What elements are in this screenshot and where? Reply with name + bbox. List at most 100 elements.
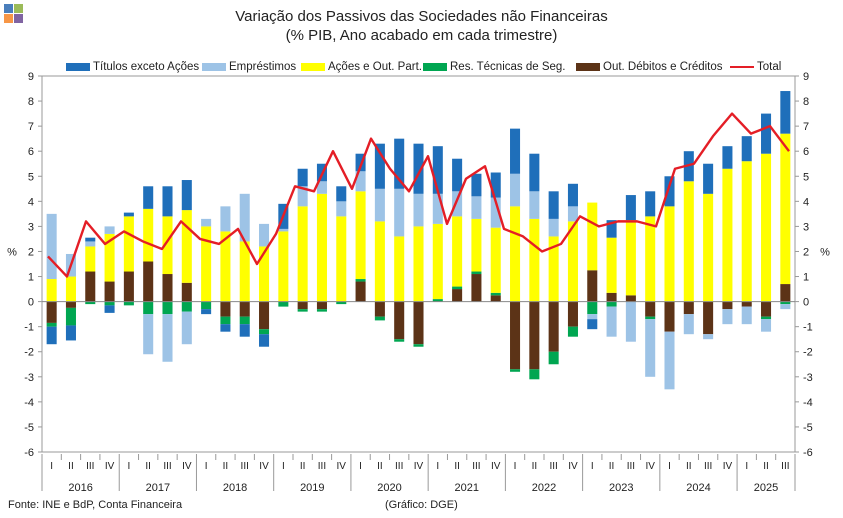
bar-titulos-20	[413, 143, 424, 194]
x-year-label-2024: 2024	[686, 482, 710, 494]
y-tick-label-right: 6	[803, 146, 809, 158]
bar-acoes-30	[606, 237, 617, 293]
bar-emprestimos-16	[336, 201, 347, 217]
x-quarter-label: IV	[337, 461, 347, 472]
plot-frame	[41, 75, 796, 453]
bar-acoes-9	[201, 226, 212, 302]
x-quarter-label: I	[50, 461, 53, 472]
bar-res-tecnicas-32	[645, 316, 656, 320]
bar-emprestimos-29	[587, 314, 598, 320]
bar-emprestimos-24	[490, 197, 501, 228]
bar-out-debitos-1	[46, 301, 57, 323]
legend-item-titulos: Títulos exceto Ações	[66, 61, 199, 73]
bar-emprestimos-25	[510, 173, 521, 207]
bar-out-debitos-15	[316, 301, 327, 310]
bar-emprestimos-8	[181, 311, 192, 345]
bar-res-tecnicas-29	[587, 301, 598, 315]
bar-res-tecnicas-2	[65, 307, 76, 326]
bar-titulos-8	[181, 180, 192, 211]
bar-acoes-24	[490, 227, 501, 293]
legend-swatch-out-debitos	[576, 63, 600, 71]
x-quarter-label: IV	[568, 461, 578, 472]
bar-res-tecnicas-22	[452, 286, 463, 290]
bar-titulos-17	[355, 153, 366, 172]
bar-emprestimos-1	[46, 213, 57, 280]
bar-emprestimos-18	[374, 188, 385, 222]
bar-acoes-33	[664, 206, 675, 302]
bar-titulos-10	[220, 324, 231, 332]
bar-res-tecnicas-7	[162, 301, 173, 315]
y-tick-label-left: -3	[24, 372, 34, 384]
x-year-label-2017: 2017	[146, 482, 170, 494]
x-quarter-label: IV	[645, 461, 655, 472]
bar-res-tecnicas-21	[432, 299, 443, 302]
x-quarter-label: IV	[414, 461, 424, 472]
bar-res-tecnicas-23	[471, 271, 482, 275]
bar-acoes-7	[162, 216, 173, 275]
bar-acoes-28	[567, 221, 578, 302]
legend-label-total: Total	[757, 61, 782, 73]
y-tick-label-left: 4	[28, 196, 34, 208]
y-tick-label-right: 5	[803, 171, 809, 183]
bar-out-debitos-10	[220, 301, 231, 317]
bar-emprestimos-19	[394, 188, 405, 237]
x-quarter-label: III	[241, 461, 249, 472]
bar-titulos-26	[529, 153, 540, 192]
logo-square-1	[4, 4, 13, 13]
bar-out-debitos-31	[625, 295, 636, 302]
bar-out-debitos-20	[413, 301, 424, 345]
x-year-label-2019: 2019	[300, 482, 324, 494]
legend-item-emprestimos: Empréstimos	[202, 61, 296, 73]
bar-res-tecnicas-9	[201, 301, 212, 310]
y-tick-label-right: -6	[803, 447, 813, 459]
bar-emprestimos-27	[548, 218, 559, 237]
legend-swatch-titulos	[66, 63, 90, 71]
bar-acoes-27	[548, 236, 559, 302]
bar-emprestimos-28	[567, 206, 578, 222]
bar-res-tecnicas-39	[780, 301, 791, 305]
bar-titulos-19	[394, 138, 405, 189]
bar-acoes-32	[645, 216, 656, 302]
bar-acoes-25	[510, 206, 521, 302]
x-quarter-label: II	[763, 461, 769, 472]
bar-acoes-26	[529, 218, 540, 302]
x-quarter-label: IV	[491, 461, 501, 472]
x-year-label-2023: 2023	[609, 482, 633, 494]
bar-out-debitos-24	[490, 295, 501, 302]
x-quarter-label: III	[395, 461, 403, 472]
legend-label-res-tecnicas: Res. Técnicas de Seg.	[450, 61, 566, 73]
bar-out-debitos-3	[85, 271, 96, 302]
bar-acoes-4	[104, 233, 115, 282]
y-axis-label-left: %	[7, 246, 17, 258]
x-quarter-label: IV	[105, 461, 115, 472]
bar-res-tecnicas-3	[85, 301, 96, 305]
x-quarter-label: III	[549, 461, 557, 472]
bar-titulos-35	[703, 163, 714, 194]
bar-acoes-39	[780, 133, 791, 285]
bar-res-tecnicas-4	[104, 301, 115, 306]
y-tick-label-right: 9	[803, 71, 809, 83]
bar-acoes-18	[374, 221, 385, 302]
bar-res-tecnicas-17	[355, 279, 366, 282]
bar-out-debitos-11	[239, 301, 250, 317]
bar-res-tecnicas-28	[567, 326, 578, 337]
x-year-label-2016: 2016	[68, 482, 92, 494]
x-quarter-label: II	[145, 461, 151, 472]
bar-emprestimos-14	[297, 186, 308, 207]
y-tick-label-left: 6	[28, 146, 34, 158]
x-year-label-2018: 2018	[223, 482, 247, 494]
y-tick-label-right: -5	[803, 422, 813, 434]
y-tick-label-left: 2	[28, 246, 34, 258]
bar-res-tecnicas-30	[606, 301, 617, 307]
bar-acoes-16	[336, 216, 347, 302]
y-tick-label-left: -6	[24, 447, 34, 459]
bar-acoes-5	[123, 216, 134, 272]
bar-res-tecnicas-5	[123, 301, 134, 306]
bar-res-tecnicas-8	[181, 301, 192, 312]
bar-titulos-4	[104, 305, 115, 313]
bar-acoes-2	[65, 276, 76, 302]
bar-res-tecnicas-25	[510, 369, 521, 372]
bar-acoes-22	[452, 216, 463, 287]
legend-label-titulos: Títulos exceto Ações	[93, 61, 200, 73]
bar-acoes-19	[394, 236, 405, 302]
